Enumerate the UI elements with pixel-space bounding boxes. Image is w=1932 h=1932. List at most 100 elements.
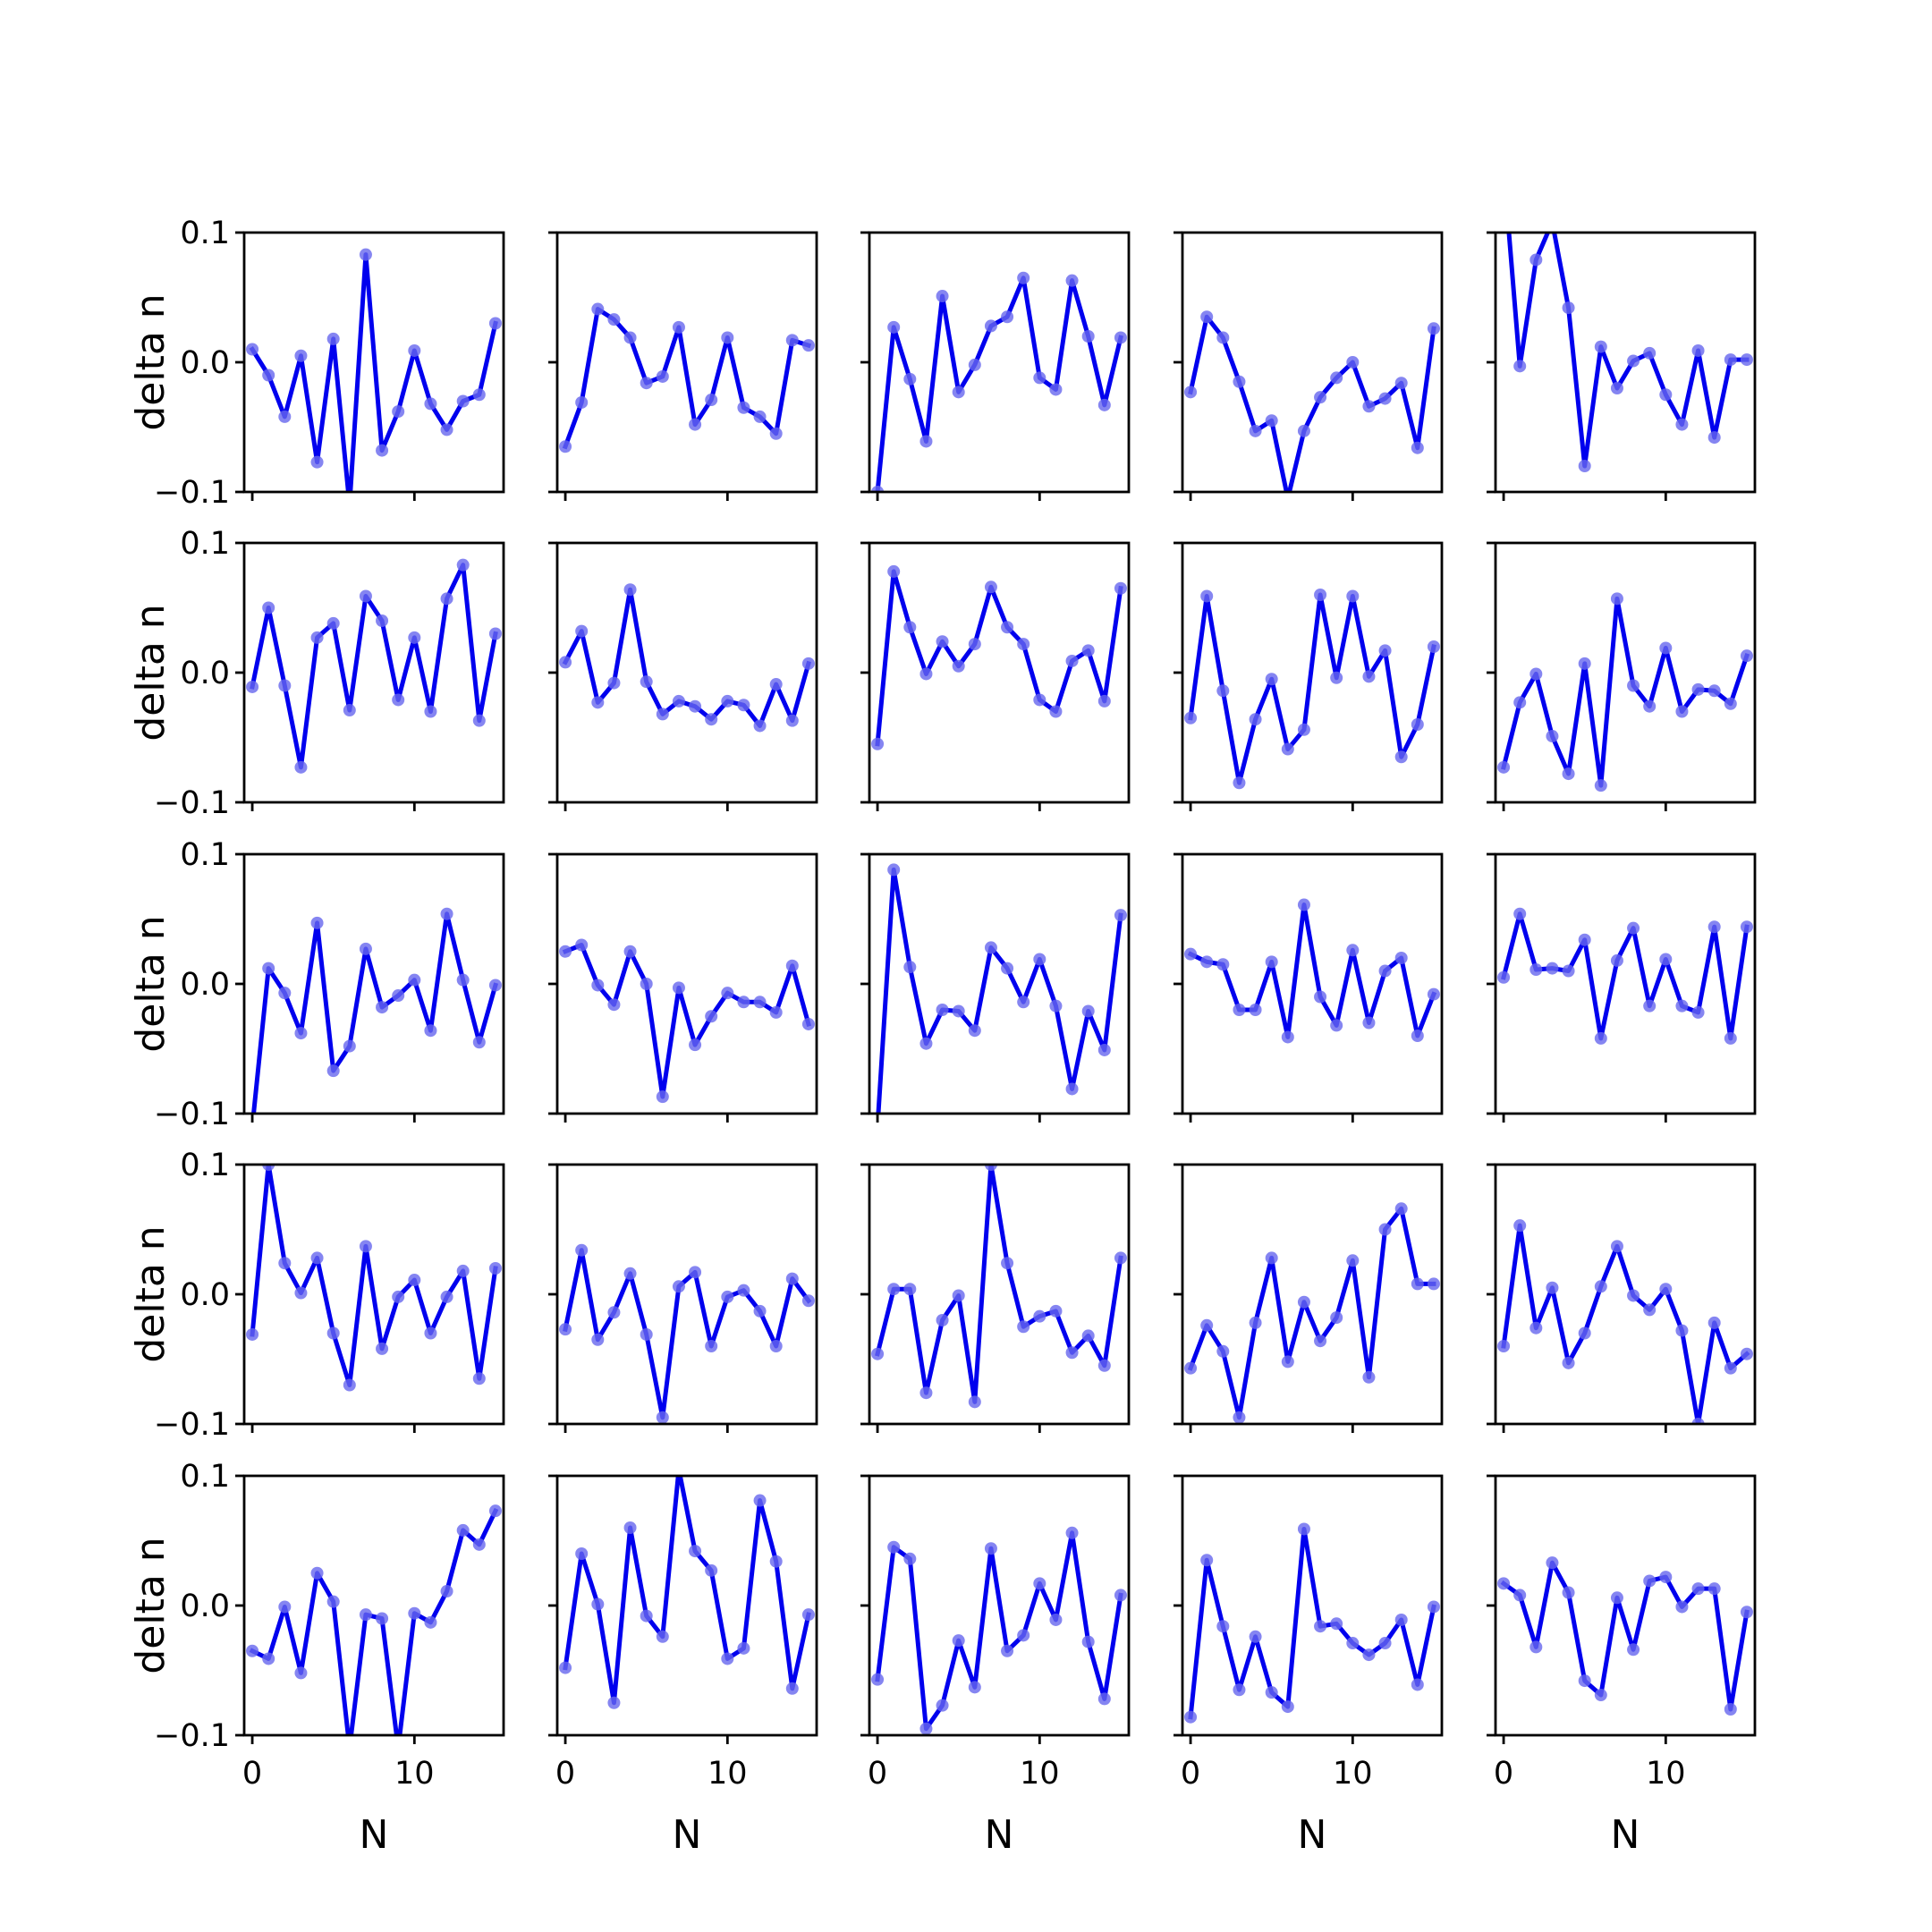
- y-tick-label: 0.0: [180, 656, 230, 691]
- series-r3-c0: [246, 1165, 502, 1392]
- data-point: [1033, 1577, 1046, 1590]
- subplot-r0-c4: [1487, 231, 1757, 501]
- series-line: [875, 275, 1123, 492]
- series-line: [876, 867, 1123, 1114]
- data-point: [1017, 1629, 1030, 1642]
- subplot-r2-c0: −0.1 0.0 0.1 delta n: [128, 837, 505, 1132]
- data-point: [1411, 1678, 1424, 1691]
- data-point: [968, 1395, 981, 1409]
- data-point: [278, 410, 292, 423]
- x-axis-label: N: [360, 1812, 389, 1858]
- data-point: [1610, 953, 1623, 967]
- data-point: [488, 627, 502, 640]
- data-point: [656, 369, 669, 383]
- data-point: [472, 1036, 486, 1049]
- data-point: [1659, 388, 1673, 402]
- data-point: [753, 996, 767, 1009]
- data-point: [968, 638, 981, 651]
- data-point: [424, 1024, 437, 1038]
- data-point: [968, 358, 981, 371]
- data-point: [1233, 1683, 1246, 1697]
- subplot-r3-c2: [860, 1163, 1131, 1433]
- data-point: [310, 631, 324, 644]
- data-point: [721, 987, 734, 1000]
- data-point: [1049, 1613, 1063, 1626]
- data-point: [575, 938, 589, 952]
- data-point: [1001, 1257, 1014, 1270]
- data-point: [440, 423, 453, 436]
- data-point: [607, 1696, 621, 1709]
- data-point: [1627, 1289, 1640, 1302]
- series-line: [249, 1507, 499, 1735]
- data-point: [359, 1240, 372, 1253]
- data-point: [1216, 1620, 1230, 1633]
- data-point: [1065, 1346, 1079, 1360]
- data-point: [936, 1699, 949, 1712]
- data-point: [952, 1289, 965, 1302]
- data-point: [1281, 1030, 1294, 1044]
- data-point: [1594, 1689, 1607, 1702]
- series-line: [1501, 911, 1750, 1041]
- data-point: [1081, 644, 1095, 657]
- subplot-r0-c1: [548, 231, 818, 501]
- data-point: [1724, 1361, 1737, 1375]
- data-point: [1707, 1582, 1721, 1596]
- data-point: [672, 981, 685, 995]
- data-point: [903, 621, 917, 634]
- data-point: [1610, 592, 1623, 606]
- data-point: [607, 998, 621, 1012]
- axes-frame: [1494, 852, 1757, 1115]
- data-point: [1233, 776, 1246, 790]
- data-point: [392, 1290, 405, 1303]
- data-point: [1184, 947, 1198, 961]
- data-point: [392, 693, 405, 707]
- data-point: [952, 1634, 965, 1648]
- y-axis-label: delta n: [128, 1225, 174, 1362]
- data-point: [1513, 696, 1527, 709]
- data-point: [903, 1552, 917, 1565]
- data-point: [1330, 1617, 1343, 1631]
- axes-frame: [1181, 231, 1444, 494]
- series-line: [1188, 592, 1436, 785]
- data-point: [1265, 955, 1278, 969]
- data-point: [278, 1257, 292, 1270]
- series-line: [1188, 314, 1436, 492]
- data-point: [1249, 1316, 1262, 1329]
- data-point: [1184, 1361, 1198, 1375]
- data-point: [672, 694, 685, 708]
- data-point: [1114, 581, 1127, 595]
- data-point: [623, 583, 637, 597]
- data-point: [1314, 1620, 1327, 1633]
- series-r4-c4: [1497, 1556, 1753, 1716]
- data-point: [1049, 999, 1063, 1013]
- data-point: [1513, 907, 1527, 920]
- data-point: [1049, 705, 1063, 718]
- data-point: [1724, 353, 1737, 367]
- series-line: [1187, 902, 1437, 1039]
- data-point: [1675, 999, 1689, 1013]
- data-point: [903, 961, 917, 974]
- x-tick-label: 10: [1333, 1756, 1373, 1792]
- data-point: [1610, 1240, 1623, 1253]
- axes-frame: [868, 541, 1131, 804]
- axes-frame: [555, 541, 818, 804]
- data-point: [1097, 1043, 1111, 1056]
- data-point: [871, 1347, 885, 1360]
- y-tick-label: 0.0: [180, 967, 230, 1003]
- data-point: [984, 319, 997, 333]
- data-point: [1265, 673, 1278, 686]
- data-point: [871, 737, 885, 750]
- data-point: [1546, 1556, 1559, 1570]
- data-point: [1659, 953, 1673, 966]
- subplot-r1-c3: [1174, 541, 1444, 811]
- data-point: [887, 320, 901, 334]
- data-point: [903, 1283, 917, 1296]
- data-point: [1427, 1277, 1440, 1291]
- data-point: [1610, 382, 1623, 394]
- data-point: [640, 978, 653, 990]
- data-point: [1643, 999, 1657, 1013]
- data-point: [737, 1284, 750, 1297]
- data-point: [1081, 1004, 1095, 1018]
- data-point: [278, 987, 292, 1000]
- data-point: [359, 589, 372, 603]
